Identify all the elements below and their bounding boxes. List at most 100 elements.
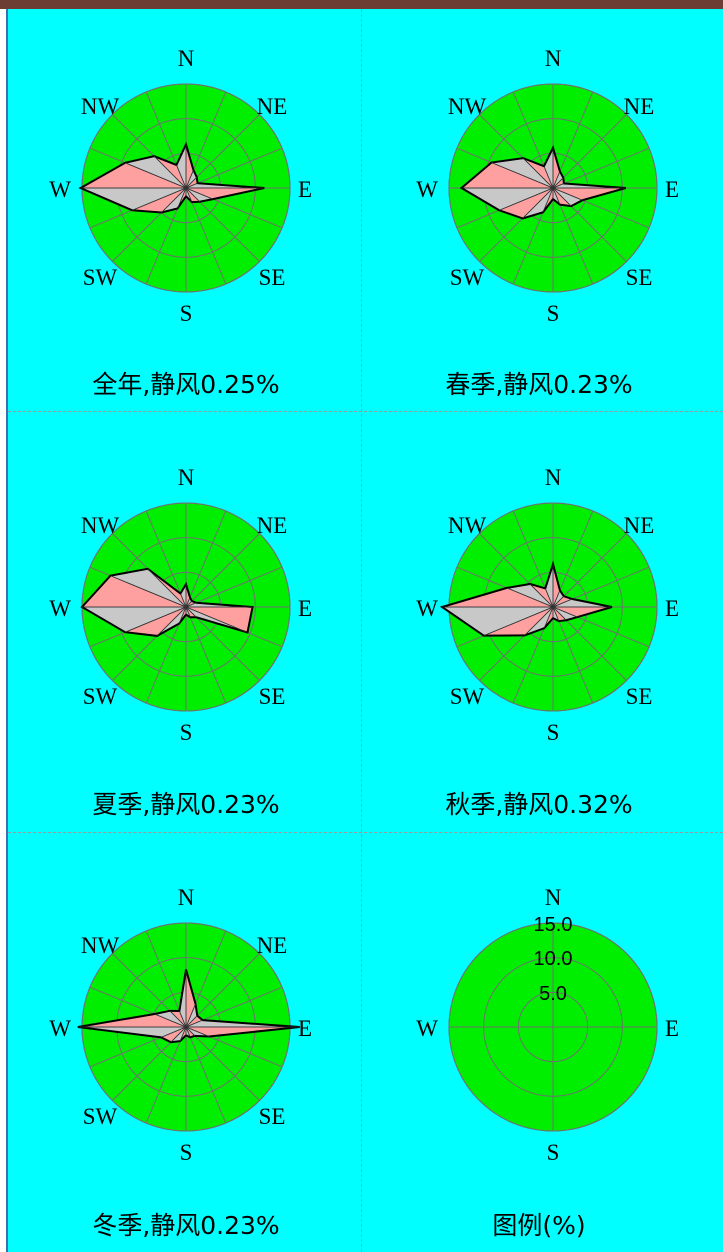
rose-vertex-spoke bbox=[185, 600, 193, 608]
rose-vertex-spoke bbox=[185, 1026, 196, 1037]
rose-vertex-spoke bbox=[491, 162, 554, 189]
direction-label-ne: NE bbox=[257, 513, 288, 538]
rose-spoke bbox=[185, 953, 260, 1028]
rose-vertex-spoke bbox=[177, 187, 187, 209]
direction-label-n: N bbox=[178, 465, 195, 490]
rose-spoke bbox=[552, 606, 594, 704]
rose-vertex-spoke bbox=[499, 187, 554, 211]
rose-vertex-spoke bbox=[506, 587, 554, 608]
rose-vertex-spoke bbox=[185, 1003, 196, 1028]
top-bar bbox=[0, 0, 723, 9]
direction-label-ne: NE bbox=[257, 933, 288, 958]
direction-label-s: S bbox=[547, 301, 560, 326]
rose-vertex-spoke bbox=[185, 1026, 191, 1038]
direction-label-n: N bbox=[545, 46, 562, 71]
rose-vertex-spoke bbox=[185, 187, 193, 203]
rose-vertex-spoke bbox=[185, 606, 248, 633]
direction-label-s: S bbox=[180, 720, 193, 745]
rose-spoke bbox=[185, 1026, 227, 1124]
rose-spoke bbox=[185, 606, 227, 704]
rose-vertex-spoke bbox=[180, 593, 187, 608]
rose-vertex-spoke bbox=[552, 595, 565, 608]
direction-label-w: W bbox=[416, 596, 438, 621]
direction-label-w: W bbox=[49, 177, 71, 202]
rose-vertex-spoke bbox=[125, 162, 187, 189]
rose-spoke bbox=[552, 114, 627, 189]
direction-label-s: S bbox=[547, 1140, 560, 1165]
rose-vertex-spoke bbox=[552, 187, 583, 201]
direction-label-se: SE bbox=[626, 684, 653, 709]
rose-vertex-spoke bbox=[522, 157, 554, 189]
rose-vertex-spoke bbox=[522, 187, 554, 219]
rose-vertex-spoke bbox=[178, 606, 187, 624]
rose-spoke bbox=[145, 510, 187, 608]
rose-vertex-spoke bbox=[170, 1026, 187, 1043]
direction-label-ne: NE bbox=[624, 513, 655, 538]
direction-label-n: N bbox=[545, 465, 562, 490]
rose-vertex-spoke bbox=[529, 583, 554, 608]
grid-divider-vertical bbox=[361, 9, 362, 1252]
direction-label-sw: SW bbox=[450, 684, 485, 709]
direction-label-sw: SW bbox=[83, 265, 118, 290]
direction-label-sw: SW bbox=[83, 1104, 118, 1129]
rose-vertex-spoke bbox=[552, 187, 561, 205]
rose-vertex-spoke bbox=[552, 590, 561, 608]
direction-label-n: N bbox=[178, 885, 195, 910]
direction-label-s: S bbox=[180, 301, 193, 326]
legend-ring-label: 5.0 bbox=[539, 983, 567, 1005]
rose-vertex-spoke bbox=[185, 169, 194, 189]
rose-vertex-spoke bbox=[185, 1015, 198, 1028]
rose-spoke bbox=[185, 566, 283, 608]
rose-vertex-spoke bbox=[125, 606, 187, 633]
direction-label-s: S bbox=[547, 720, 560, 745]
rose-vertex-spoke bbox=[543, 606, 554, 629]
direction-label-e: E bbox=[665, 596, 679, 621]
direction-label-e: E bbox=[665, 1016, 679, 1041]
direction-label-sw: SW bbox=[83, 684, 118, 709]
rose-vertex-spoke bbox=[185, 1019, 203, 1028]
rose-vertex-spoke bbox=[156, 606, 187, 637]
rose-caption: 夏季,静风0.23% bbox=[92, 790, 279, 819]
grid-divider-horizontal bbox=[8, 411, 723, 412]
rose-vertex-spoke bbox=[132, 187, 187, 211]
wind-rose-chart: N NE E SE S SW W NW 夏季,静风0.23% bbox=[49, 465, 312, 819]
direction-label-nw: NW bbox=[81, 94, 120, 119]
rose-vertex-spoke bbox=[110, 575, 187, 608]
direction-label-w: W bbox=[416, 1016, 438, 1041]
wind-rose-chart: N NE E SE S SW W NW 冬季,静风0.23% bbox=[49, 885, 312, 1240]
legend-ring-label: 15.0 bbox=[534, 914, 573, 936]
rose-vertex-spoke bbox=[185, 187, 200, 202]
rose-vertex-spoke bbox=[185, 187, 214, 200]
direction-label-se: SE bbox=[259, 1104, 286, 1129]
rose-vertex-spoke bbox=[552, 606, 560, 622]
rose-vertex-spoke bbox=[552, 187, 572, 207]
rose-vertex-spoke bbox=[542, 187, 554, 213]
rose-spoke bbox=[185, 606, 260, 681]
rose-vertex-spoke bbox=[552, 177, 564, 189]
rose-spoke bbox=[552, 533, 627, 608]
direction-label-n: N bbox=[545, 885, 562, 910]
rose-vertex-spoke bbox=[185, 1026, 210, 1037]
direction-label-e: E bbox=[298, 177, 312, 202]
rose-vertex-spoke bbox=[185, 176, 198, 189]
rose-vertex-spoke bbox=[185, 606, 197, 618]
rose-spoke bbox=[185, 533, 260, 608]
direction-label-s: S bbox=[180, 1140, 193, 1165]
rose-vertex-spoke bbox=[179, 1010, 187, 1028]
direction-label-w: W bbox=[416, 177, 438, 202]
direction-label-nw: NW bbox=[448, 94, 487, 119]
direction-label-se: SE bbox=[626, 265, 653, 290]
direction-label-w: W bbox=[49, 1016, 71, 1041]
rose-vertex-spoke bbox=[552, 183, 565, 189]
direction-label-e: E bbox=[298, 1016, 312, 1041]
rose-spoke bbox=[185, 187, 227, 285]
rose-vertex-spoke bbox=[185, 602, 197, 608]
rose-vertex-spoke bbox=[544, 588, 554, 608]
rose-spoke bbox=[185, 510, 227, 608]
rose-caption: 春季,静风0.23% bbox=[445, 370, 632, 399]
rose-vertex-spoke bbox=[185, 606, 191, 618]
direction-label-nw: NW bbox=[81, 933, 120, 958]
rose-vertex-spoke bbox=[543, 166, 554, 189]
rose-spoke bbox=[145, 1026, 187, 1124]
direction-label-ne: NE bbox=[257, 94, 288, 119]
